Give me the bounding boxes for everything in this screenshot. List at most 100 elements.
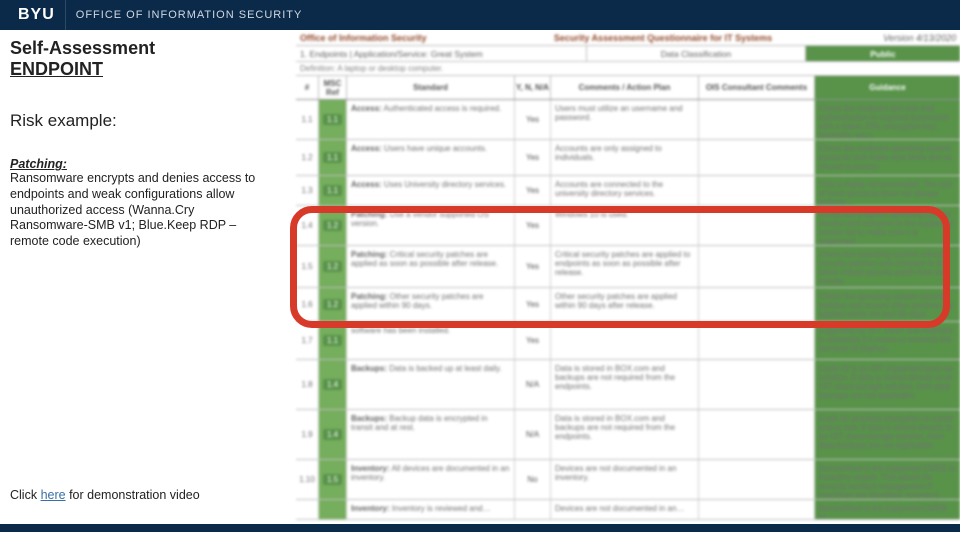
col-comments: Comments / Action Plan bbox=[550, 76, 698, 99]
risk-example-label: Risk example: bbox=[10, 111, 268, 131]
column-header-row: # MSC Ref Standard Y, N, N/A Comments / … bbox=[296, 76, 960, 100]
cell-standard: Patching: Critical security patches are … bbox=[346, 246, 514, 287]
questionnaire-document: Office of Information Security Security … bbox=[278, 30, 960, 532]
cell-yn: Yes bbox=[514, 100, 550, 139]
cell-number: 1.4 bbox=[296, 206, 318, 245]
table-row: 1.91.4Backups: Backup data is encrypted … bbox=[296, 410, 960, 460]
table-row: 1.21.1Access: Users have unique accounts… bbox=[296, 140, 960, 176]
cell-number: 1.9 bbox=[296, 410, 318, 459]
cell-standard: software has been installed. bbox=[346, 322, 514, 359]
cell-yn: N/A bbox=[514, 410, 550, 459]
cell-number: 1.10 bbox=[296, 460, 318, 499]
cell-ois bbox=[698, 322, 814, 359]
table-row: 1.11.1Access: Authenticated access is re… bbox=[296, 100, 960, 140]
table-row: 1.31.1Access: Uses University directory … bbox=[296, 176, 960, 206]
cell-comments: Devices are not documented in an… bbox=[550, 500, 698, 519]
cell-guidance: ServiceNow is the supported CMDB to… bbox=[814, 500, 960, 519]
byu-logo: BYU bbox=[8, 0, 66, 30]
cell-number: 1.2 bbox=[296, 140, 318, 175]
table-row: 1.51.2Patching: Critical security patche… bbox=[296, 246, 960, 288]
cell-guidance: Check the operating system security patc… bbox=[814, 288, 960, 321]
doc-header: Office of Information Security Security … bbox=[296, 30, 960, 46]
demo-video-text: Click here for demonstration video bbox=[10, 488, 268, 502]
cell-standard: Access: Authenticated access is required… bbox=[346, 100, 514, 139]
cell-yn: Yes bbox=[514, 176, 550, 205]
cell-comments: Windows 10 is used. bbox=[550, 206, 698, 245]
cell-number bbox=[296, 500, 318, 519]
cell-standard: Inventory: Inventory is reviewed and… bbox=[346, 500, 514, 519]
top-title: OFFICE OF INFORMATION SECURITY bbox=[66, 9, 303, 21]
doc-inner: Office of Information Security Security … bbox=[296, 30, 960, 532]
cell-guidance: Code 42 is an OIT supported back-up solu… bbox=[814, 360, 960, 409]
demo-video-link[interactable]: here bbox=[41, 488, 66, 502]
cell-ois bbox=[698, 100, 814, 139]
cell-yn: N/A bbox=[514, 360, 550, 409]
cell-number: 1.8 bbox=[296, 360, 318, 409]
doc-head-left: Office of Information Security bbox=[296, 33, 476, 43]
cell-msc: 1.1 bbox=[318, 100, 346, 139]
cell-yn: Yes bbox=[514, 246, 550, 287]
cell-standard: Backups: Backup data is encrypted in tra… bbox=[346, 410, 514, 459]
doc-sub-left: 1. Endpoints | Application/Service: Grea… bbox=[296, 46, 586, 61]
col-standard: Standard bbox=[346, 76, 514, 99]
cell-yn bbox=[514, 500, 550, 519]
table-row: 1.61.2Patching: Other security patches a… bbox=[296, 288, 960, 322]
cell-msc: 1.2 bbox=[318, 206, 346, 245]
footer-bar bbox=[0, 524, 960, 532]
cell-ois bbox=[698, 176, 814, 205]
cell-msc bbox=[318, 500, 346, 519]
col-yn: Y, N, N/A bbox=[514, 76, 550, 99]
cell-standard: Inventory: All devices are documented in… bbox=[346, 460, 514, 499]
cell-number: 1.6 bbox=[296, 288, 318, 321]
cell-standard: Patching: Use a vendor supported OS vers… bbox=[346, 206, 514, 245]
col-msc: MSC Ref bbox=[318, 76, 346, 99]
blurred-background: Office of Information Security Security … bbox=[278, 30, 960, 532]
cell-yn: No bbox=[514, 460, 550, 499]
doc-sub-right: Public bbox=[805, 46, 960, 61]
cell-msc: 1.1 bbox=[318, 176, 346, 205]
left-column: Self-Assessment ENDPOINT Risk example: P… bbox=[0, 30, 278, 532]
cell-guidance: Code 42 provides encryption in transit a… bbox=[814, 410, 960, 459]
patching-heading: Patching: bbox=[10, 157, 268, 171]
col-ois: OIS Consultant Comments bbox=[698, 76, 814, 99]
doc-sub-mid: Data Classification bbox=[586, 46, 805, 61]
cell-comments: Other security patches are applied withi… bbox=[550, 288, 698, 321]
cell-ois bbox=[698, 140, 814, 175]
col-guidance: Guidance bbox=[814, 76, 960, 99]
cell-number: 1.7 bbox=[296, 322, 318, 359]
cell-msc: 1.4 bbox=[318, 410, 346, 459]
cell-yn: Yes bbox=[514, 322, 550, 359]
cell-yn: Yes bbox=[514, 140, 550, 175]
cell-guidance: This is highly recommended. The use of l… bbox=[814, 176, 960, 205]
cell-msc: 1.1 bbox=[318, 140, 346, 175]
cell-comments: Critical security patches are applied to… bbox=[550, 246, 698, 287]
cell-comments: Users must utilize an username and passw… bbox=[550, 100, 698, 139]
cell-comments: Devices are not documented in an invento… bbox=[550, 460, 698, 499]
cell-ois bbox=[698, 410, 814, 459]
main-area: Self-Assessment ENDPOINT Risk example: P… bbox=[0, 30, 960, 532]
cell-comments: Accounts are only assigned to individual… bbox=[550, 140, 698, 175]
doc-definition: Definition: A laptop or desktop computer… bbox=[296, 62, 960, 76]
cell-ois bbox=[698, 288, 814, 321]
cell-ois bbox=[698, 500, 814, 519]
cell-ois bbox=[698, 360, 814, 409]
cell-standard: Patching: Other security patches are app… bbox=[346, 288, 514, 321]
cell-number: 1.1 bbox=[296, 100, 318, 139]
col-number: # bbox=[296, 76, 318, 99]
top-bar: BYU OFFICE OF INFORMATION SECURITY bbox=[0, 0, 960, 30]
heading-line-1: Self-Assessment bbox=[10, 38, 155, 58]
cell-msc: 1.4 bbox=[318, 360, 346, 409]
table-row: 1.81.4Backups: Data is backed up at leas… bbox=[296, 360, 960, 410]
cell-standard: Backups: Data is backed up at least dail… bbox=[346, 360, 514, 409]
cell-guidance: Check the endpoint and see that authenti… bbox=[814, 100, 960, 139]
cell-ois bbox=[698, 460, 814, 499]
table-row: 1.71.1software has been installed.Yessup… bbox=[296, 322, 960, 360]
click-post: for demonstration video bbox=[66, 488, 200, 502]
doc-head-right: Version 4/13/2020 bbox=[850, 33, 960, 43]
cell-guidance: Check the endpoint operating system acco… bbox=[814, 140, 960, 175]
rows-host: 1.11.1Access: Authenticated access is re… bbox=[296, 100, 960, 520]
table-row: 1.101.5Inventory: All devices are docume… bbox=[296, 460, 960, 500]
doc-subheader: 1. Endpoints | Application/Service: Grea… bbox=[296, 46, 960, 62]
table-row: 1.41.2Patching: Use a vendor supported O… bbox=[296, 206, 960, 246]
cell-standard: Access: Uses University directory servic… bbox=[346, 176, 514, 205]
